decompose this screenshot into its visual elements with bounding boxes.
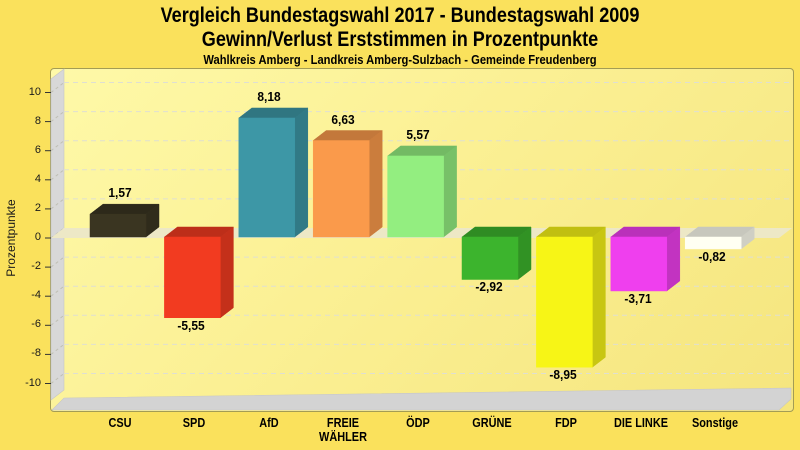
ytick-label-4: 4: [34, 172, 41, 185]
plot-canvas: [45, 68, 792, 411]
category-label-afd: AfD: [259, 415, 279, 430]
category-label-fdp: FDP: [555, 415, 578, 430]
ytick-label--2: -2: [31, 260, 41, 273]
ytick-label--10: -10: [25, 376, 41, 389]
chart-title-line1: Vergleich Bundestagswahl 2017 - Bundesta…: [160, 4, 640, 27]
bar-die-linke: [610, 236, 668, 292]
gridline-wall--10: [50, 373, 65, 384]
plot-area: [45, 68, 794, 412]
bar-side-afd: [294, 107, 309, 238]
gridline-wall-8: [50, 111, 65, 122]
ytick-label--6: -6: [31, 318, 41, 331]
chart-title-line2: Gewinn/Verlust Erststimmen in Prozentpun…: [201, 28, 599, 51]
gridline-wall-2: [50, 198, 65, 210]
gridline-wall--6: [50, 314, 65, 326]
gridline-wall--8: [50, 344, 65, 355]
ytick-label-0: 0: [34, 231, 41, 243]
ytick-label-10: 10: [28, 85, 41, 98]
bar-side-ödp: [443, 145, 457, 238]
ytick-label-2: 2: [34, 201, 41, 214]
ytick-label--8: -8: [31, 347, 41, 360]
bar-side-die-linke: [666, 226, 681, 292]
bar-csu: [89, 213, 147, 238]
ytick-label-6: 6: [34, 143, 41, 156]
bar-freie-wähler: [312, 140, 370, 238]
bar-ödp: [387, 155, 444, 238]
category-label-die-linke: DIE LINKE: [613, 415, 668, 430]
ytick-label-8: 8: [34, 114, 41, 127]
chart-subtitle: Wahlkreis Amberg - Landkreis Amberg-Sulz…: [203, 52, 597, 67]
bar-side-spd: [220, 226, 234, 319]
bar-side-fdp: [592, 226, 606, 368]
gridline-wall-10: [50, 82, 65, 93]
gridline-wall--4: [50, 285, 65, 297]
category-label-spd: SPD: [183, 415, 206, 430]
bar-afd: [238, 117, 296, 238]
category-label-grüne: GRÜNE: [472, 415, 512, 430]
ytick-label--4: -4: [31, 289, 41, 302]
category-label-csu: CSU: [108, 415, 132, 430]
category-label-ödp: ÖDP: [405, 415, 430, 430]
bar-grüne: [461, 236, 519, 280]
gridline-wall-4: [50, 169, 65, 181]
y-axis-title: Prozentpunkte: [4, 199, 18, 277]
bar-fdp: [536, 236, 593, 368]
bar-sonstige: [684, 236, 742, 250]
gridline-wall-6: [50, 140, 65, 152]
floor-3d: [51, 387, 792, 411]
gridline-wall--2: [50, 256, 65, 268]
bar-spd: [164, 236, 221, 319]
bar-side-freie-wähler: [368, 130, 383, 238]
category-label-freie-wähler: FREIE WÄHLER: [319, 415, 368, 444]
category-label-sonstige: Sonstige: [692, 415, 739, 430]
